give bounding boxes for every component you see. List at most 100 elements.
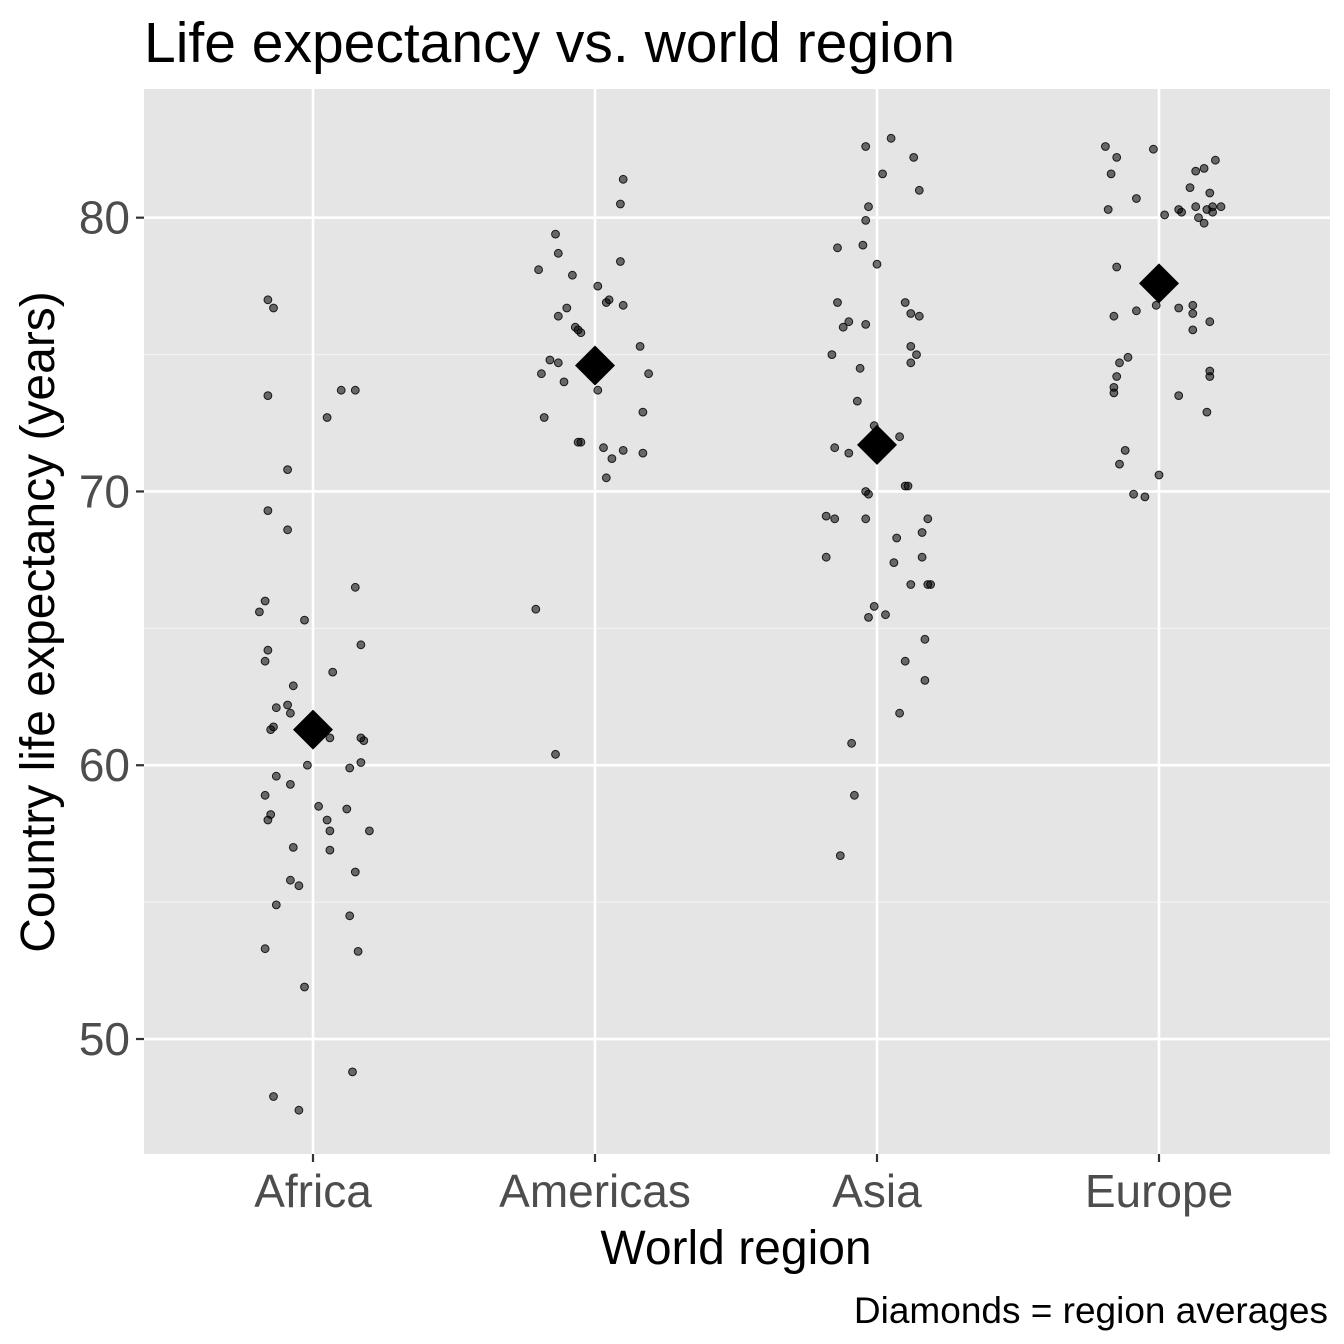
mean-diamond [857,424,897,465]
data-point [827,350,837,360]
data-point [1112,153,1122,162]
data-point [1112,372,1122,381]
data-point [644,369,653,379]
data-point [864,489,873,499]
data-point [365,826,374,836]
data-point [914,185,924,195]
data-point [1132,194,1141,203]
data-point [895,708,904,718]
data-point [300,982,309,992]
x-tick-label: Americas [499,1165,691,1217]
data-point [345,911,355,921]
data-point [1132,306,1141,316]
data-point [325,733,335,743]
data-point [830,514,840,524]
data-point [1194,213,1203,223]
data-point [1174,303,1184,313]
data-point [855,363,865,373]
data-point [852,396,862,406]
data-point [303,760,312,770]
data-point [895,432,904,442]
data-point [1205,372,1215,381]
data-point [1129,489,1138,499]
data-point [1199,218,1209,228]
y-tick-label: 60 [79,739,130,791]
data-point [889,558,899,567]
data-point [821,552,831,562]
data-point [286,708,295,718]
data-point [878,169,887,179]
data-point [545,355,555,365]
plot-panel [144,89,1330,1154]
data-point [1208,202,1217,212]
data-point [260,944,270,954]
data-point [1216,202,1226,212]
data-point [1101,142,1110,151]
data-point [356,640,366,650]
data-point [1188,325,1198,335]
data-point [325,845,335,855]
data-point [286,875,295,885]
data-point [271,703,281,713]
data-point [568,270,577,280]
data-point [353,947,363,956]
data-point [263,506,273,516]
data-point [271,771,281,781]
data-point [322,815,332,825]
y-tick-label: 70 [79,465,130,517]
data-point [1174,205,1184,214]
data-point [923,514,933,524]
data-point [616,199,625,209]
data-point [1199,164,1209,173]
data-point [350,385,360,395]
data-point [1188,300,1198,310]
data-point [601,473,611,483]
data-point [926,580,935,589]
grid-minor [144,353,1330,903]
data-point [283,465,293,475]
data-point [1123,352,1133,362]
data-point [263,391,273,401]
data-point [638,448,648,458]
data-point [345,763,355,773]
data-point [872,259,882,269]
mean-diamond [293,709,333,750]
data-point [593,385,603,395]
data-point [912,350,921,360]
data-point [1154,470,1164,480]
data-point [861,216,871,225]
data-point [294,1105,304,1115]
data-point [847,738,856,748]
data-point [616,257,625,266]
data-point [864,613,873,622]
data-point [844,448,854,458]
data-point [288,681,298,691]
data-point [920,634,930,644]
means-layer [293,263,1179,750]
data-point [269,722,278,732]
data-point [1191,166,1201,176]
data-point [534,265,543,275]
data-point [906,358,916,368]
mean-diamond [575,345,615,386]
data-point [1202,407,1212,417]
points-layer [255,133,1226,1115]
data-point [286,780,295,789]
data-point [551,229,560,239]
data-point [830,443,840,453]
data-point [618,300,628,310]
data-point [1205,317,1215,327]
data-point [300,615,309,625]
data-point [1109,388,1119,398]
data-point [294,881,304,891]
data-point [1185,183,1195,193]
data-point [271,900,281,910]
data-point [909,153,919,162]
y-tick-label: 50 [79,1013,130,1065]
data-point [1115,358,1124,368]
data-point [900,656,910,666]
data-point [892,533,902,543]
data-point [263,815,273,825]
